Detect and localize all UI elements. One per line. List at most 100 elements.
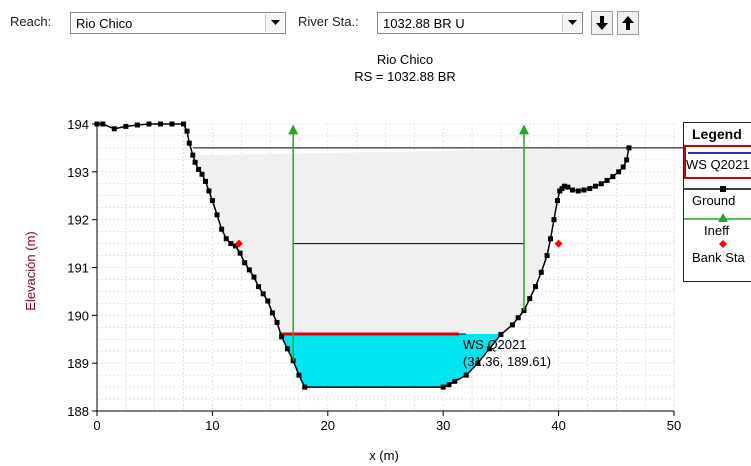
ground-point bbox=[575, 188, 581, 194]
chart-series: WS Q2021 (31.36, 189.61) bbox=[94, 121, 686, 390]
y-axis-label: Elevación (m) bbox=[23, 231, 38, 310]
ground-point bbox=[538, 269, 544, 275]
ground-point bbox=[260, 291, 266, 297]
x-axis-label: x (m) bbox=[369, 448, 399, 463]
ground-point bbox=[452, 378, 458, 384]
legend-item-bank: Bank Sta bbox=[692, 250, 745, 265]
ground-point bbox=[206, 188, 212, 194]
ground-point bbox=[146, 121, 152, 127]
x-tick-label: 40 bbox=[551, 418, 565, 433]
chevron-down-icon[interactable] bbox=[562, 14, 581, 32]
ground-point bbox=[624, 157, 630, 163]
ground-point bbox=[209, 198, 215, 204]
cross-section-chart: Rio Chico RS = 1032.88 BR WS Q2021 (31.36… bbox=[23, 52, 686, 463]
legend-ineff-marker bbox=[684, 213, 751, 222]
ground-point bbox=[554, 198, 560, 204]
ground-point bbox=[565, 184, 571, 190]
legend-bank-marker bbox=[719, 240, 727, 248]
ground-point bbox=[593, 183, 599, 189]
ground-point bbox=[246, 267, 252, 273]
ground-point bbox=[100, 121, 106, 127]
legend-title: Legend bbox=[692, 126, 742, 142]
ineffective-marker bbox=[288, 124, 299, 135]
ground-point bbox=[569, 187, 575, 193]
ground-point bbox=[620, 164, 626, 170]
ground-point bbox=[265, 298, 271, 304]
reach-value: Rio Chico bbox=[76, 16, 133, 31]
ground-point bbox=[509, 322, 515, 328]
ground-point bbox=[463, 372, 469, 378]
y-tick-label: 190 bbox=[67, 308, 89, 323]
ground-point bbox=[169, 121, 175, 127]
legend: Legend WS Q2021 Ground Ineff Bank Sta bbox=[683, 122, 751, 282]
ground-point bbox=[533, 284, 539, 290]
ground-point bbox=[587, 186, 593, 192]
ground-point bbox=[232, 243, 238, 249]
ground-point bbox=[237, 250, 243, 256]
ground-point bbox=[475, 360, 481, 366]
legend-item-ground: Ground bbox=[692, 193, 736, 208]
legend-ws-swatch bbox=[684, 145, 751, 179]
x-tick-label: 20 bbox=[321, 418, 335, 433]
ground-point bbox=[269, 310, 275, 316]
x-tick-label: 10 bbox=[205, 418, 219, 433]
ground-point bbox=[527, 296, 533, 302]
x-tick-label: 0 bbox=[93, 418, 100, 433]
ground-point bbox=[242, 260, 248, 266]
y-tick-label: 191 bbox=[67, 261, 89, 276]
ground-point bbox=[228, 241, 234, 247]
chart-subtitle: RS = 1032.88 BR bbox=[354, 69, 456, 84]
ground-point bbox=[610, 174, 616, 180]
y-tick-label: 188 bbox=[67, 404, 89, 419]
ground-point bbox=[202, 178, 208, 184]
ineffective-marker bbox=[518, 124, 529, 135]
river-station-label: River Sta.: bbox=[298, 14, 359, 29]
ground-point bbox=[186, 140, 192, 146]
chevron-down-icon[interactable] bbox=[265, 14, 284, 32]
arrow-up-icon bbox=[622, 16, 634, 30]
ground-point bbox=[598, 181, 604, 187]
annotation-label: WS Q2021 bbox=[463, 337, 527, 352]
ground-point bbox=[626, 145, 632, 151]
ground-point bbox=[446, 382, 452, 388]
toolbar: Reach: Rio Chico River Sta.: 1032.88 BR … bbox=[0, 0, 751, 46]
ground-point bbox=[302, 384, 308, 390]
legend-item-ineff: Ineff bbox=[704, 223, 730, 238]
ground-point bbox=[219, 226, 225, 232]
river-station-value: 1032.88 BR U bbox=[383, 16, 465, 31]
ground-point bbox=[604, 177, 610, 183]
flow-area-fill bbox=[192, 147, 629, 388]
legend-ws-line bbox=[688, 152, 751, 154]
river-station-dropdown[interactable]: 1032.88 BR U bbox=[377, 12, 583, 34]
axes: 0 10 20 30 40 50 188 189 190 191 192 193 194 bbox=[67, 117, 681, 433]
y-tick-label: 189 bbox=[67, 356, 89, 371]
ground-point bbox=[199, 171, 205, 177]
ground-point bbox=[251, 274, 257, 280]
previous-station-button[interactable] bbox=[617, 11, 639, 35]
annotation-value: (31.36, 189.61) bbox=[463, 354, 551, 369]
y-tick-label: 192 bbox=[67, 213, 89, 228]
bank-station-marker bbox=[554, 239, 563, 248]
ground-point bbox=[123, 123, 129, 129]
ground-point bbox=[223, 236, 229, 242]
chart-title: Rio Chico bbox=[377, 52, 433, 67]
y-tick-label: 193 bbox=[67, 165, 89, 180]
ground-point bbox=[196, 166, 202, 172]
ground-point bbox=[296, 372, 302, 378]
ground-point bbox=[486, 346, 492, 352]
ground-point bbox=[561, 183, 567, 189]
ground-point bbox=[616, 169, 622, 175]
reach-dropdown[interactable]: Rio Chico bbox=[70, 12, 286, 34]
ground-point bbox=[581, 187, 587, 193]
ground-point bbox=[256, 284, 262, 290]
ground-point bbox=[551, 217, 557, 223]
ground-point bbox=[214, 212, 220, 218]
bank-station-marker bbox=[234, 239, 243, 248]
ground-point bbox=[498, 331, 504, 337]
ground-point bbox=[274, 320, 280, 326]
ground-point bbox=[544, 253, 550, 259]
ground-point bbox=[279, 334, 285, 340]
water-area bbox=[280, 333, 502, 388]
next-station-button[interactable] bbox=[591, 11, 613, 35]
ground-point bbox=[111, 126, 117, 132]
